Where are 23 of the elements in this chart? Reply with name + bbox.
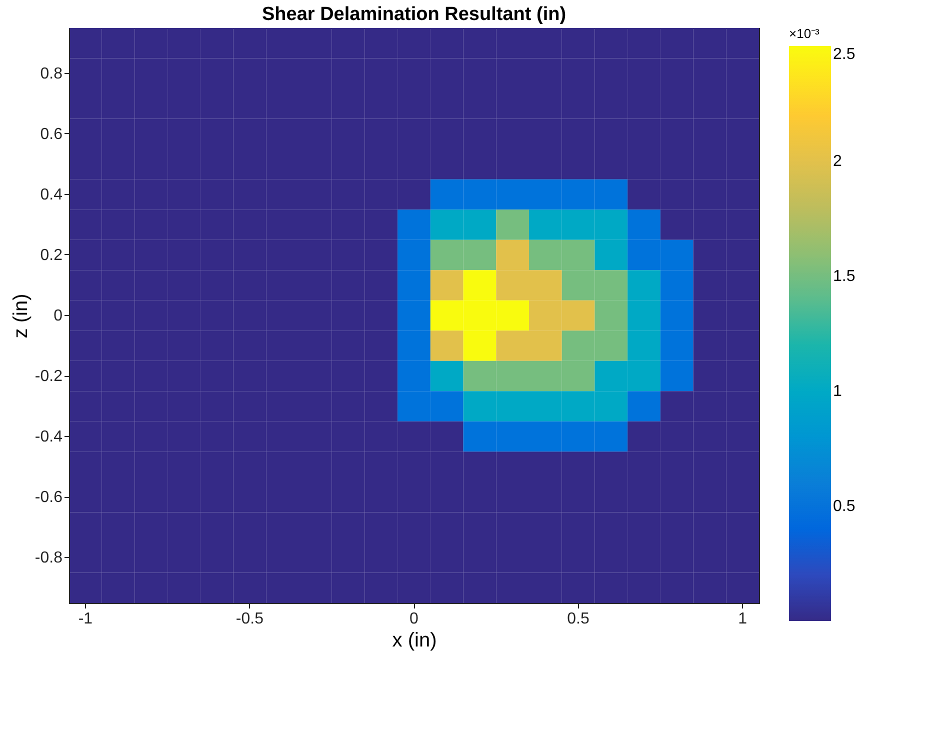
y-axis-title: z (in) [10,294,32,338]
y-tick-label: 0.2 [40,246,63,264]
y-tick-label: 0.4 [40,186,63,204]
x-tick-label: 0 [410,610,419,628]
y-tick-label: -0.2 [34,368,63,386]
x-tick-label: 1 [738,610,748,628]
y-tick-label: 0.6 [40,126,63,143]
x-tick-label: 0.5 [567,610,590,628]
color-bar-label: 0.5 [833,498,856,515]
y-tick-label: 0.8 [40,65,63,82]
chart-title: Shear Delamination Resultant (in) [262,4,566,25]
x-axis-title: x (in) [392,630,437,652]
y-tick-label: -0.8 [34,550,63,567]
color-bar-label: 1.5 [833,268,856,285]
x-tick-label: -0.5 [236,610,264,628]
text: ×10⁻³ [789,26,820,41]
y-tick-label: -0.6 [34,489,63,506]
y-tick-label: -0.4 [34,428,63,446]
x-tick-label: -1 [78,610,93,628]
color-bar-label: 1 [833,383,842,400]
y-tick-label: 0 [54,308,63,324]
color-bar-label: 2.5 [833,46,856,63]
color-bar-label: 2 [833,153,842,170]
